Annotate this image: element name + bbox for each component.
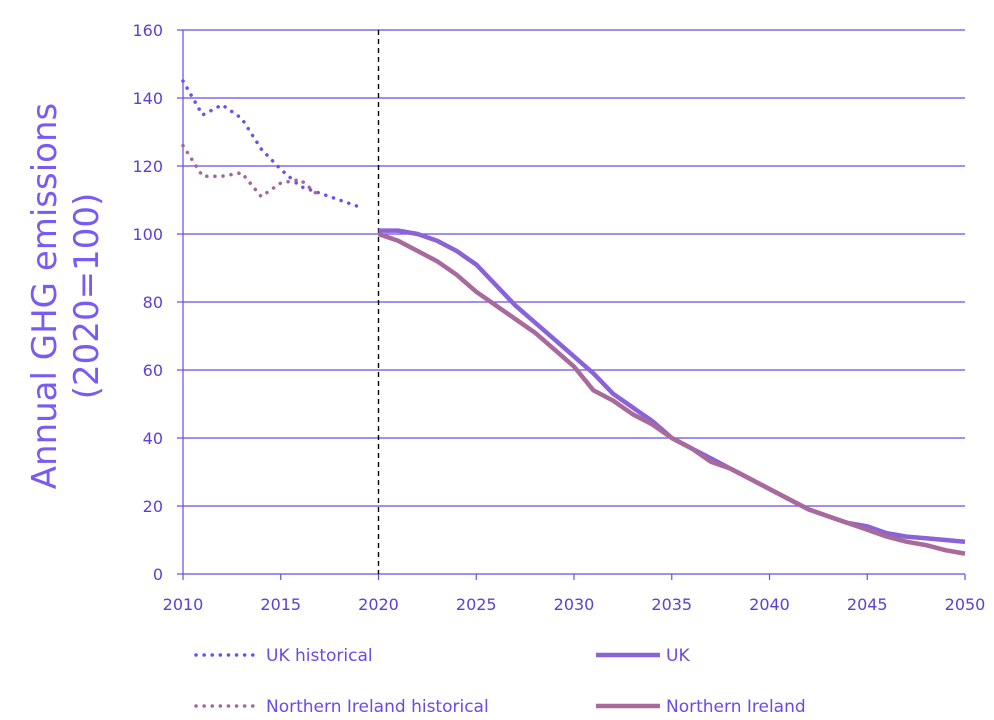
legend: UK historical UK Northern Ireland historic… xyxy=(194,646,806,717)
legend-label: Northern Ireland historical xyxy=(266,697,489,717)
legend-item-northern-ireland: Northern Ireland xyxy=(596,697,806,717)
series-line-northern-ireland-historical xyxy=(181,143,322,199)
legend-label: UK historical xyxy=(266,646,373,666)
x-tick-label: 2010 xyxy=(163,595,204,614)
series-line-uk-historical xyxy=(181,79,361,209)
y-tick-label: 20 xyxy=(143,497,163,516)
series-lines xyxy=(181,79,966,556)
legend-label: Northern Ireland xyxy=(666,697,806,717)
y-axis-label-line-1: Annual GHG emissions xyxy=(25,103,65,489)
y-tick-label: 0 xyxy=(153,565,163,584)
x-tick-label: 2015 xyxy=(260,595,301,614)
legend-item-uk-historical: UK historical xyxy=(194,646,373,666)
legend-item-uk: UK xyxy=(596,646,690,666)
x-tick-label: 2035 xyxy=(651,595,692,614)
x-tick-label: 2030 xyxy=(554,595,595,614)
x-tick-label: 2045 xyxy=(847,595,888,614)
x-tick-label: 2040 xyxy=(749,595,790,614)
y-tick-label: 40 xyxy=(143,429,163,448)
series-line-northern-ireland xyxy=(377,231,966,556)
y-tick-label: 60 xyxy=(143,361,163,380)
y-tick-label: 80 xyxy=(143,293,163,312)
legend-label: UK xyxy=(666,646,690,666)
x-tick-label: 2025 xyxy=(456,595,497,614)
legend-item-northern-ireland-historical: Northern Ireland historical xyxy=(194,697,489,717)
y-tick-label: 160 xyxy=(132,21,163,40)
y-axis-label-line-2: (2020=100) xyxy=(67,193,107,399)
gridlines xyxy=(183,29,965,507)
x-tick-label: 2050 xyxy=(945,595,986,614)
y-tick-label: 100 xyxy=(132,225,163,244)
axes xyxy=(177,29,966,580)
series-line-uk xyxy=(378,228,966,544)
y-axis-label: Annual GHG emissions (2020=100) xyxy=(25,103,107,489)
y-tick-label: 140 xyxy=(132,89,163,108)
x-tick-label: 2020 xyxy=(358,595,399,614)
y-tick-label: 120 xyxy=(132,157,163,176)
